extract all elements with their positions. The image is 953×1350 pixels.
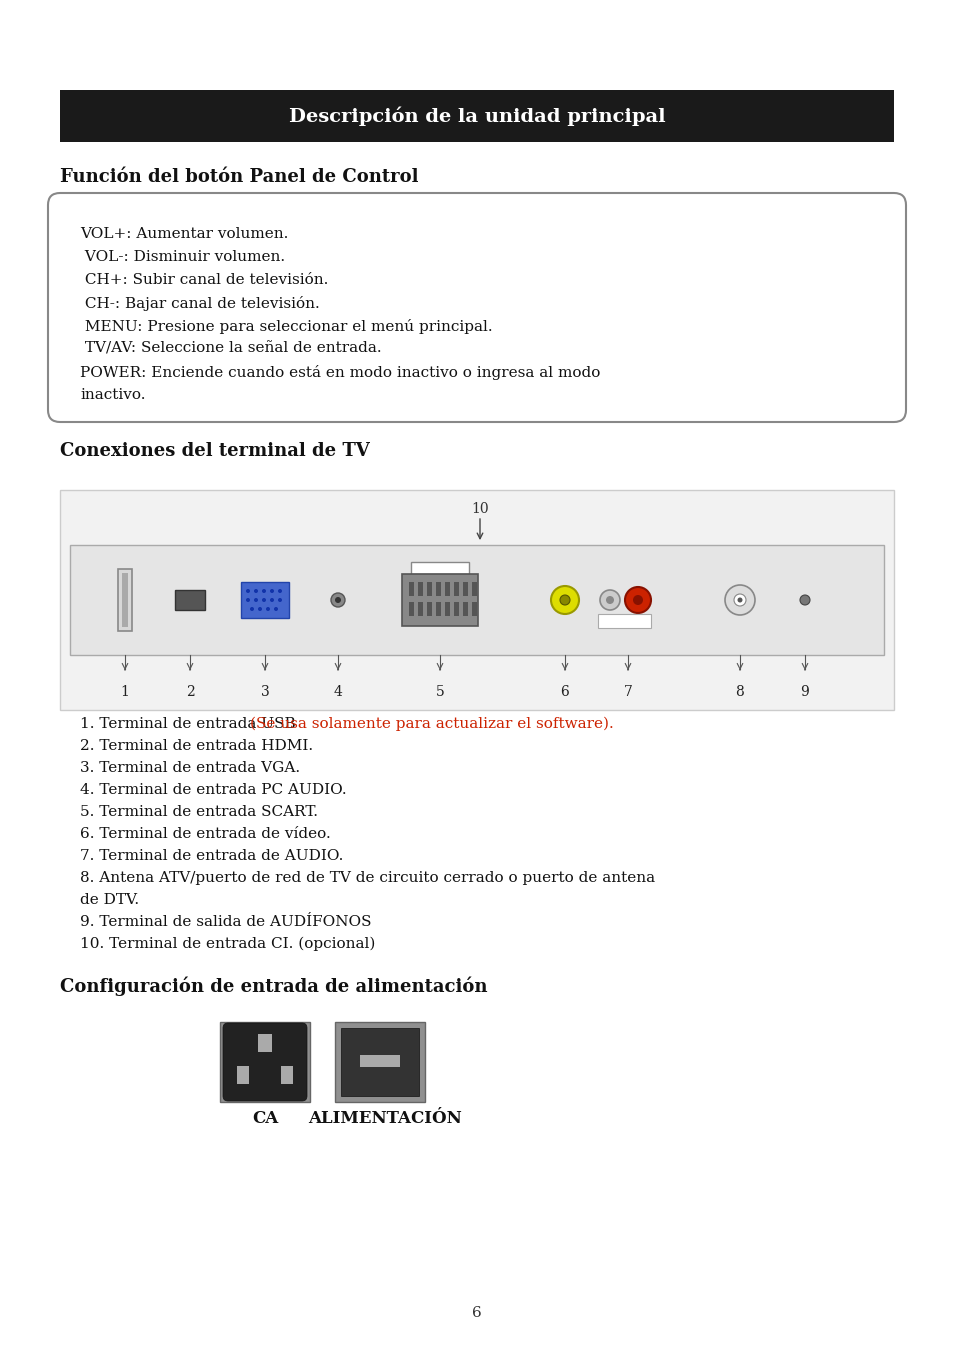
Circle shape — [737, 598, 741, 602]
Bar — [427, 602, 432, 616]
Text: CH-: Bajar canal de televisión.: CH-: Bajar canal de televisión. — [80, 296, 319, 310]
Bar — [70, 545, 883, 655]
Bar — [598, 614, 650, 628]
Circle shape — [266, 608, 270, 612]
Bar — [472, 582, 476, 595]
Text: 1. Terminal de entrada USB: 1. Terminal de entrada USB — [80, 717, 300, 730]
Text: 1: 1 — [120, 684, 130, 699]
Text: inactivo.: inactivo. — [80, 387, 146, 402]
Bar — [417, 582, 422, 595]
Circle shape — [551, 586, 578, 614]
Text: 6. Terminal de entrada de vídeo.: 6. Terminal de entrada de vídeo. — [80, 828, 331, 841]
Circle shape — [724, 585, 754, 616]
Bar — [444, 582, 450, 595]
Circle shape — [599, 590, 619, 610]
Text: 9. Terminal de salida de AUDÍFONOS: 9. Terminal de salida de AUDÍFONOS — [80, 915, 371, 929]
FancyBboxPatch shape — [118, 568, 132, 630]
Bar — [257, 1034, 272, 1052]
Text: 4: 4 — [334, 684, 342, 699]
Text: 9: 9 — [800, 684, 808, 699]
Bar — [60, 490, 893, 710]
Text: 5. Terminal de entrada SCART.: 5. Terminal de entrada SCART. — [80, 805, 317, 819]
FancyBboxPatch shape — [401, 574, 477, 626]
Text: 7. Terminal de entrada de AUDIO.: 7. Terminal de entrada de AUDIO. — [80, 849, 343, 863]
Text: Descripción de la unidad principal: Descripción de la unidad principal — [289, 107, 664, 126]
Circle shape — [605, 595, 614, 603]
Circle shape — [250, 608, 253, 612]
Text: CA: CA — [252, 1110, 278, 1127]
Bar — [462, 582, 468, 595]
Bar — [335, 1022, 424, 1102]
Circle shape — [246, 589, 250, 593]
Bar — [359, 1054, 399, 1067]
Text: 3: 3 — [260, 684, 269, 699]
Text: 2: 2 — [186, 684, 194, 699]
Bar — [454, 582, 458, 595]
Circle shape — [800, 595, 809, 605]
Circle shape — [270, 598, 274, 602]
FancyBboxPatch shape — [174, 590, 205, 610]
Text: 10. Terminal de entrada CI. (opcional): 10. Terminal de entrada CI. (opcional) — [80, 937, 375, 952]
Text: ALIMENTACIÓN: ALIMENTACIÓN — [308, 1110, 461, 1127]
Bar — [236, 1066, 249, 1084]
Text: 8: 8 — [735, 684, 743, 699]
Text: 7: 7 — [623, 684, 632, 699]
Text: TV/AV: Seleccione la señal de entrada.: TV/AV: Seleccione la señal de entrada. — [80, 342, 381, 356]
Text: 5: 5 — [436, 684, 444, 699]
Bar — [472, 602, 476, 616]
FancyBboxPatch shape — [48, 193, 905, 423]
Circle shape — [624, 587, 650, 613]
FancyBboxPatch shape — [223, 1023, 307, 1102]
Bar — [462, 602, 468, 616]
Bar — [60, 90, 893, 142]
Bar — [436, 602, 440, 616]
Bar — [220, 1022, 310, 1102]
Text: VOL+: Aumentar volumen.: VOL+: Aumentar volumen. — [80, 227, 288, 242]
Text: Configuración de entrada de alimentación: Configuración de entrada de alimentación — [60, 977, 487, 996]
Text: 8. Antena ATV/puerto de red de TV de circuito cerrado o puerto de antena: 8. Antena ATV/puerto de red de TV de cir… — [80, 871, 655, 886]
Circle shape — [277, 589, 282, 593]
Circle shape — [246, 598, 250, 602]
Text: de DTV.: de DTV. — [80, 892, 139, 907]
Circle shape — [257, 608, 262, 612]
FancyBboxPatch shape — [340, 1027, 418, 1096]
Circle shape — [559, 595, 569, 605]
Circle shape — [733, 594, 745, 606]
Circle shape — [331, 593, 345, 608]
Text: 4. Terminal de entrada PC AUDIO.: 4. Terminal de entrada PC AUDIO. — [80, 783, 346, 796]
Text: 6: 6 — [560, 684, 569, 699]
Circle shape — [270, 589, 274, 593]
Bar — [417, 602, 422, 616]
Text: (Se usa solamente para actualizar el software).: (Se usa solamente para actualizar el sof… — [250, 717, 613, 732]
Circle shape — [262, 598, 266, 602]
Text: POWER: Enciende cuando está en modo inactivo o ingresa al modo: POWER: Enciende cuando está en modo inac… — [80, 364, 599, 379]
Text: 2. Terminal de entrada HDMI.: 2. Terminal de entrada HDMI. — [80, 738, 313, 753]
Text: Conexiones del terminal de TV: Conexiones del terminal de TV — [60, 441, 370, 460]
Circle shape — [335, 597, 340, 603]
Bar — [454, 602, 458, 616]
Bar — [427, 582, 432, 595]
Circle shape — [253, 598, 257, 602]
Circle shape — [274, 608, 277, 612]
Bar — [281, 1066, 293, 1084]
Bar — [409, 602, 414, 616]
Text: MENU: Presione para seleccionar el menú principal.: MENU: Presione para seleccionar el menú … — [80, 319, 492, 333]
Text: VOL-: Disminuir volumen.: VOL-: Disminuir volumen. — [80, 250, 285, 265]
Circle shape — [277, 598, 282, 602]
Text: 10: 10 — [471, 502, 488, 516]
Circle shape — [633, 595, 642, 605]
Circle shape — [253, 589, 257, 593]
Text: 6: 6 — [472, 1305, 481, 1320]
Bar — [444, 602, 450, 616]
Bar — [409, 582, 414, 595]
Bar — [122, 572, 128, 626]
Text: 3. Terminal de entrada VGA.: 3. Terminal de entrada VGA. — [80, 761, 300, 775]
FancyBboxPatch shape — [241, 582, 289, 618]
Text: CH+: Subir canal de televisión.: CH+: Subir canal de televisión. — [80, 273, 328, 288]
Bar — [436, 582, 440, 595]
Text: Función del botón Panel de Control: Función del botón Panel de Control — [60, 167, 418, 186]
Circle shape — [262, 589, 266, 593]
Bar — [411, 562, 469, 574]
